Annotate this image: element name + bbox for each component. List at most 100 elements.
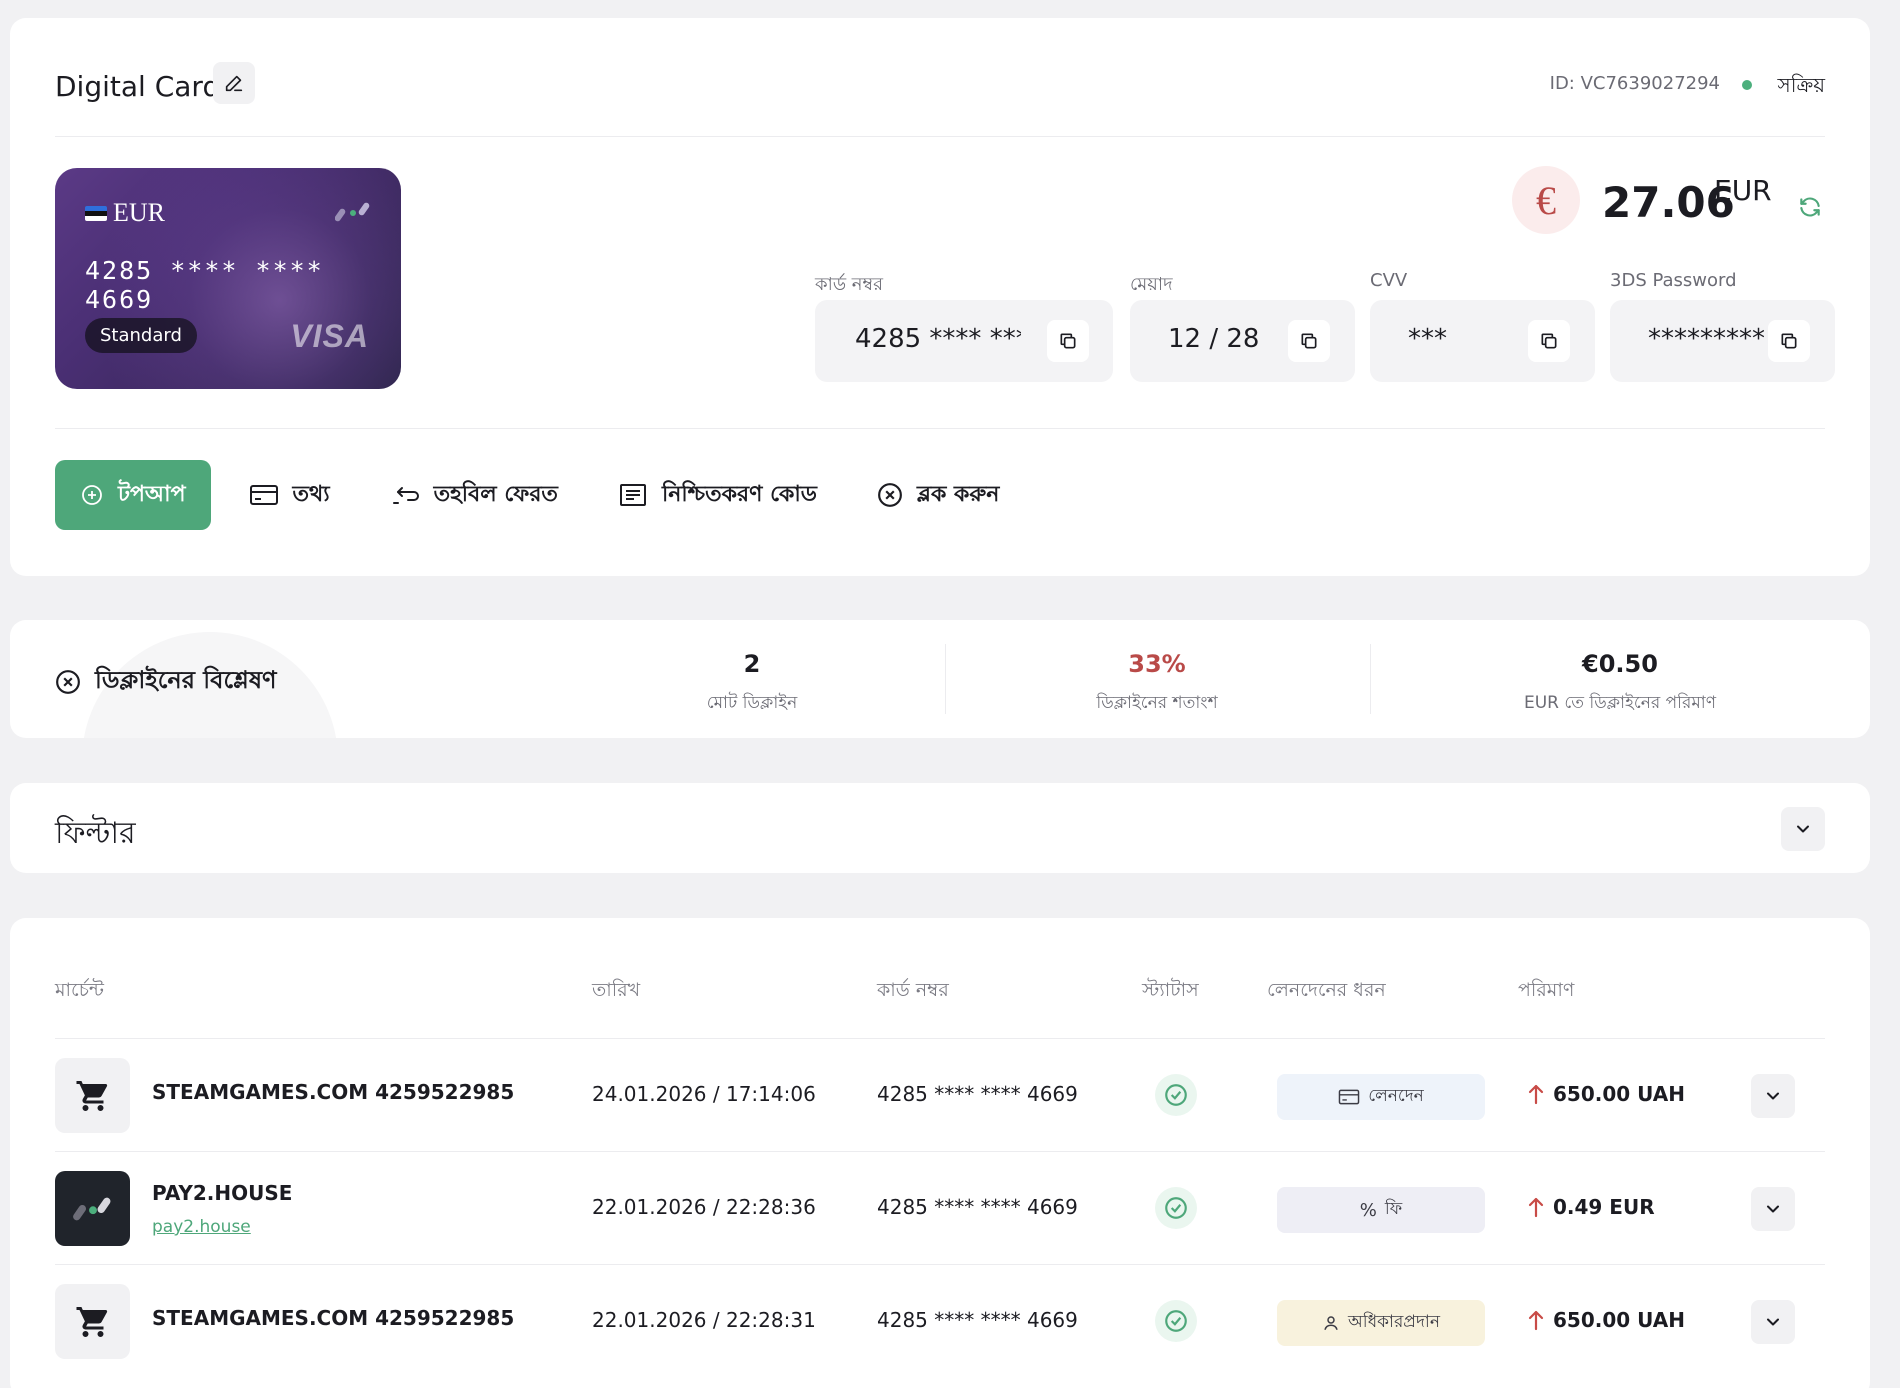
cart-icon: [76, 1306, 107, 1337]
transaction-date: 22.01.2026 / 22:28:36: [592, 1195, 816, 1219]
check-circle-icon: [1165, 1197, 1187, 1219]
merchant-avatar: [55, 1284, 130, 1359]
info-button[interactable]: তথ্য: [249, 460, 330, 530]
row-expand-button[interactable]: [1751, 1300, 1795, 1344]
merchant-avatar: [55, 1171, 130, 1246]
chevron-down-icon: [1767, 1318, 1779, 1326]
card-actions: টপআপ তথ্য তহবিল ফেরত নিশ্চিতকরণ কোড ব্লক…: [55, 460, 999, 530]
expiry-value: 12 / 28: [1168, 324, 1260, 354]
euro-icon: €: [1512, 166, 1580, 234]
balance-amount: 27.06: [1602, 178, 1735, 227]
table-row[interactable]: PAY2.HOUSE pay2.house 22.01.2026 / 22:28…: [55, 1151, 1825, 1264]
divider: [55, 428, 1825, 429]
pay2house-logo-icon: [72, 1197, 110, 1220]
card-number-label: কার্ড নম্বর: [815, 274, 884, 295]
close-circle-icon: [56, 670, 80, 694]
row-expand-button[interactable]: [1751, 1187, 1795, 1231]
percent-icon: %: [1359, 1199, 1377, 1221]
decline-percent-stat: 33% ডিক্লাইনের শতাংশ: [1037, 650, 1277, 718]
receipt-icon: [619, 484, 646, 506]
topup-label: টপআপ: [118, 481, 186, 507]
status-success: [1155, 1187, 1197, 1229]
transaction-date: 24.01.2026 / 17:14:06: [592, 1082, 816, 1106]
merchant-link[interactable]: pay2.house: [152, 1217, 251, 1237]
copy-icon: [1060, 333, 1076, 349]
card-currency-label: EUR: [113, 198, 165, 227]
3ds-password-value: **********: [1648, 324, 1764, 354]
row-divider: [55, 1264, 1825, 1265]
copy-3ds-password-button[interactable]: [1768, 320, 1810, 362]
card-id: ID: VC7639027294: [1549, 73, 1720, 94]
card-panel: Digital Card ID: VC7639027294 সক্রিয় EU…: [10, 18, 1870, 576]
transaction-amount: 650.00 UAH: [1527, 1308, 1685, 1332]
status-dot: [1742, 80, 1752, 90]
stat-divider: [1370, 644, 1371, 714]
3ds-password-label: 3DS Password: [1610, 270, 1737, 291]
transaction-type-label: লেনদেন: [1368, 1086, 1424, 1106]
copy-icon: [1541, 333, 1557, 349]
edit-title-button[interactable]: [213, 62, 255, 104]
topup-button[interactable]: টপআপ: [55, 460, 211, 530]
refresh-icon: [1800, 197, 1820, 217]
decline-amount-label: EUR তে ডিক্লাইনের পরিমাণ: [1523, 693, 1717, 713]
refund-button[interactable]: তহবিল ফেরত: [390, 460, 558, 530]
column-date: তারিখ: [592, 979, 641, 1001]
column-transaction-type: লেনদেনের ধরন: [1267, 979, 1386, 1001]
merchant-name: PAY2.HOUSE: [152, 1181, 293, 1205]
transaction-card: 4285 **** **** 4669: [877, 1195, 1078, 1219]
chevron-down-icon: [1767, 1092, 1779, 1100]
brand-logo-icon: [335, 202, 370, 222]
virtual-card-visual: EUR 4285 **** **** 4669 Standard VISA: [55, 168, 401, 389]
cvv-label: CVV: [1370, 270, 1408, 291]
status-success: [1155, 1074, 1197, 1116]
filter-expand-button[interactable]: [1781, 807, 1825, 851]
transaction-amount-value: 650.00 UAH: [1553, 1082, 1685, 1106]
filter-title: ফিল্টার: [55, 816, 136, 851]
transaction-card: 4285 **** **** 4669: [877, 1082, 1078, 1106]
filter-panel[interactable]: ফিল্টার: [10, 783, 1870, 873]
row-expand-button[interactable]: [1751, 1074, 1795, 1118]
transaction-type-badge: % ফি: [1277, 1187, 1485, 1233]
info-label: তথ্য: [292, 481, 330, 507]
total-declines-value: 2: [743, 650, 761, 678]
expiry-label: মেয়াদ: [1130, 274, 1173, 295]
status-badge: সক্রিয়: [1777, 73, 1825, 97]
cvv-value: ***: [1408, 324, 1447, 354]
total-declines-label: মোট ডিক্লাইন: [706, 693, 798, 713]
merchant-avatar: [55, 1058, 130, 1133]
refund-label: তহবিল ফেরত: [433, 481, 558, 507]
merchant-name: STEAMGAMES.COM 4259522985: [152, 1080, 515, 1104]
card-number-display: 4285 **** **** 4669: [85, 256, 324, 314]
confirmation-code-label: নিশ্চিতকরণ কোড: [661, 481, 817, 507]
card-currency: EUR: [85, 198, 165, 228]
arrow-up-icon: [1528, 1310, 1544, 1331]
table-row[interactable]: STEAMGAMES.COM 4259522985 24.01.2026 / 1…: [55, 1038, 1825, 1151]
decline-title-label: ডিক্লাইনের বিশ্লেষণ: [95, 666, 277, 694]
pencil-icon: [225, 75, 243, 92]
status-success: [1155, 1300, 1197, 1342]
divider: [55, 136, 1825, 137]
row-divider: [55, 1151, 1825, 1152]
block-label: ব্লক করুন: [916, 481, 1000, 507]
copy-cvv-button[interactable]: [1528, 320, 1570, 362]
transaction-card: 4285 **** **** 4669: [877, 1308, 1078, 1332]
table-row[interactable]: STEAMGAMES.COM 4259522985 22.01.2026 / 2…: [55, 1264, 1825, 1377]
close-circle-icon: [878, 483, 902, 507]
transaction-amount: 0.49 EUR: [1527, 1195, 1655, 1219]
decline-percent-value: 33%: [1128, 650, 1186, 678]
transactions-panel: মার্চেন্ট তারিখ কার্ড নম্বর স্ট্যাটাস লে…: [10, 918, 1870, 1388]
copy-expiry-button[interactable]: [1288, 320, 1330, 362]
transaction-type-badge: লেনদেন: [1277, 1074, 1485, 1120]
confirmation-code-button[interactable]: নিশ্চিতকরণ কোড: [618, 460, 817, 530]
refresh-balance-button[interactable]: [1797, 194, 1823, 224]
column-status: স্ট্যাটাস: [1142, 979, 1199, 1001]
block-button[interactable]: ব্লক করুন: [877, 460, 999, 530]
row-divider: [55, 1038, 1825, 1039]
estonia-flag-icon: [85, 205, 107, 221]
card-tier-badge: Standard: [85, 318, 197, 353]
column-amount: পরিমাণ: [1518, 979, 1575, 1001]
page-title: Digital Card: [55, 70, 221, 103]
decline-analysis-panel: ডিক্লাইনের বিশ্লেষণ 2 মোট ডিক্লাইন 33% ড…: [10, 620, 1870, 738]
copy-icon: [1781, 333, 1797, 349]
copy-card-number-button[interactable]: [1047, 320, 1089, 362]
